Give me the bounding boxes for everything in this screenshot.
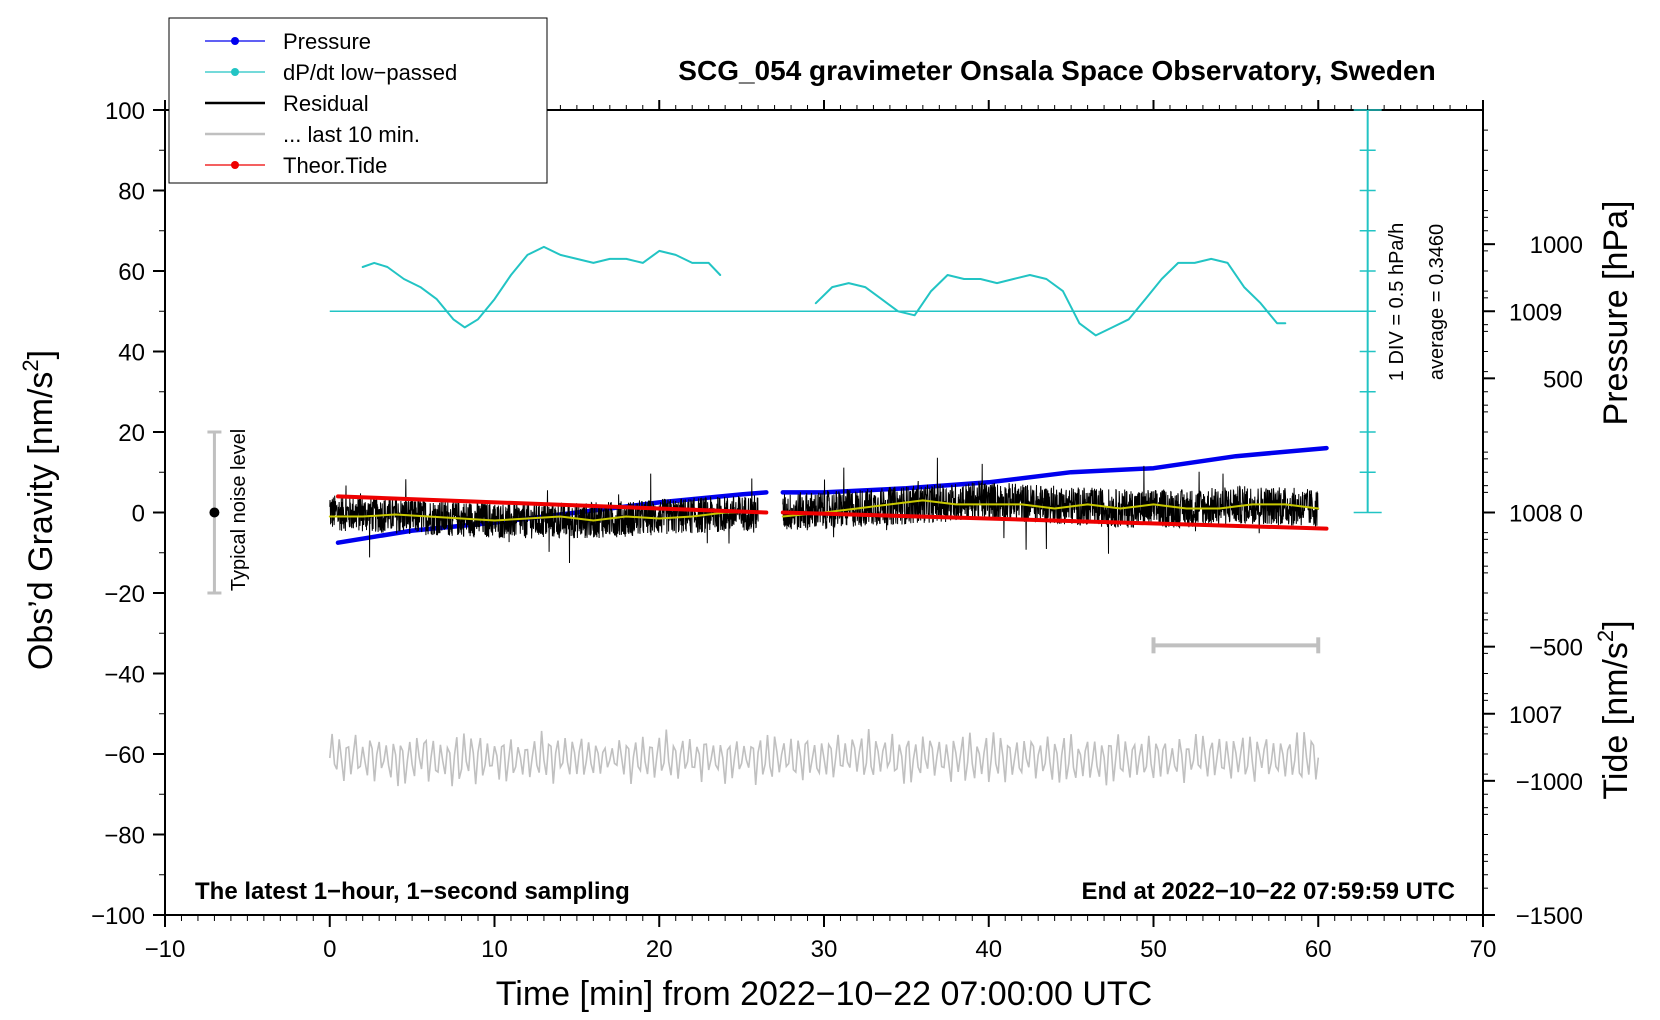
y-tick-label-pressure: 1007: [1509, 702, 1562, 729]
legend-marker: [231, 37, 239, 45]
y-tick-label-gravity: −60: [104, 742, 145, 769]
x-tick-label: −10: [145, 936, 186, 963]
pressure-line: [780, 445, 1329, 495]
y-tick-label-gravity: 40: [118, 340, 145, 367]
residual-smoothed-line: [781, 499, 1320, 518]
y-tick-labels-pressure: 1009 1008 1007: [1509, 299, 1562, 729]
y-tick-label-gravity: −40: [104, 662, 145, 689]
tide-line: [336, 494, 769, 515]
legend-box: [168, 17, 548, 184]
x-tick-label: 70: [1470, 936, 1497, 963]
last-10-min-line: [329, 728, 1320, 787]
noise-bar-marker: [209, 507, 220, 518]
x-axis-title: Time [min] from 2022−10−22 07:00:00 UTC: [496, 975, 1152, 1013]
legend-label: ... last 10 min.: [283, 122, 420, 147]
y-axis-title-tide: Tide [nm/s2]: [1593, 620, 1635, 799]
y-tick-label-gravity: 0: [132, 501, 145, 528]
y-axis-title-pressure: Pressure [hPa]: [1597, 201, 1635, 426]
legend-marker: [231, 68, 239, 76]
x-tick-label: 20: [646, 936, 673, 963]
series-layer: [328, 245, 1329, 787]
legend-label: Pressure: [283, 29, 371, 54]
y-tick-label-gravity: 60: [118, 259, 145, 286]
y-axis-title-tide-main: Tide [nm/s: [1597, 642, 1635, 799]
y-tick-label-gravity: 80: [118, 179, 145, 206]
y-tick-label-gravity: 100: [105, 98, 145, 125]
y-tick-label-gravity: 20: [118, 420, 145, 447]
y-tick-label-pressure: 1008: [1509, 501, 1562, 528]
y-tick-label-gravity: −100: [91, 903, 145, 930]
y-tick-label-gravity: −80: [104, 823, 145, 850]
chart-title: SCG_054 gravimeter Onsala Space Observat…: [678, 55, 1435, 86]
x-tick-label: 40: [975, 936, 1002, 963]
y-tick-labels-tide: 1000 500 0 −500 −1000 −1500: [1516, 232, 1583, 930]
x-tick-label: 50: [1140, 936, 1167, 963]
y-axis-title-gravity-end: ]: [22, 350, 60, 359]
dpdt-scale: 1 DIV = 0.5 hPa/h average = 0.3460: [329, 109, 1448, 514]
legend-marker: [231, 161, 239, 169]
x-tick-label: 30: [811, 936, 838, 963]
noise-level-label: Typical noise level: [228, 429, 250, 591]
x-tick-label: 60: [1305, 936, 1332, 963]
y-tick-label-tide: −1000: [1516, 769, 1583, 796]
x-tick-label: 0: [323, 936, 336, 963]
y-tick-label-tide: 0: [1570, 501, 1583, 528]
dpdt-line: [361, 245, 722, 329]
y-axis-title-gravity: Obs’d Gravity [nm/s2]: [18, 350, 60, 670]
annotations: Typical noise level: [207, 429, 1321, 654]
y-axis-title-tide-sup: 2: [1593, 630, 1618, 642]
y-axis-title-gravity-main: Obs’d Gravity [nm/s: [22, 372, 60, 671]
legend-label: Residual: [283, 91, 369, 116]
y-tick-label-tide: 1000: [1530, 232, 1583, 259]
dpdt-average-label: average = 0.3460: [1426, 224, 1448, 380]
y-tick-label-tide: 500: [1543, 366, 1583, 393]
residual-smoothed-line: [328, 511, 760, 522]
footer-right: End at 2022−10−22 07:59:59 UTC: [1081, 878, 1455, 905]
y-axis-title-gravity-sup: 2: [18, 359, 43, 371]
y-axis-title-tide-end: ]: [1597, 620, 1635, 629]
legend: Pressure dP/dt low−passed Residual ... last…: [168, 17, 548, 184]
y-tick-label-gravity: −20: [104, 581, 145, 608]
legend-label: Theor.Tide: [283, 153, 387, 178]
x-tick-labels: −10 0 10 20 30 40 50 60 70: [145, 936, 1497, 963]
x-tick-label: 10: [481, 936, 508, 963]
y-tick-label-tide: −1500: [1516, 903, 1583, 930]
dpdt-scale-label: 1 DIV = 0.5 hPa/h: [1386, 223, 1408, 381]
footer-left: The latest 1−hour, 1−second sampling: [195, 878, 630, 905]
dpdt-line: [814, 257, 1287, 337]
legend-label: dP/dt low−passed: [283, 60, 457, 85]
y-tick-labels-gravity: 100 80 60 40 20 0 −20 −40 −60 −80 −100: [91, 98, 145, 930]
tide-line: [780, 510, 1329, 531]
y-tick-label-pressure: 1009: [1509, 299, 1562, 326]
y-tick-label-tide: −500: [1529, 635, 1583, 662]
